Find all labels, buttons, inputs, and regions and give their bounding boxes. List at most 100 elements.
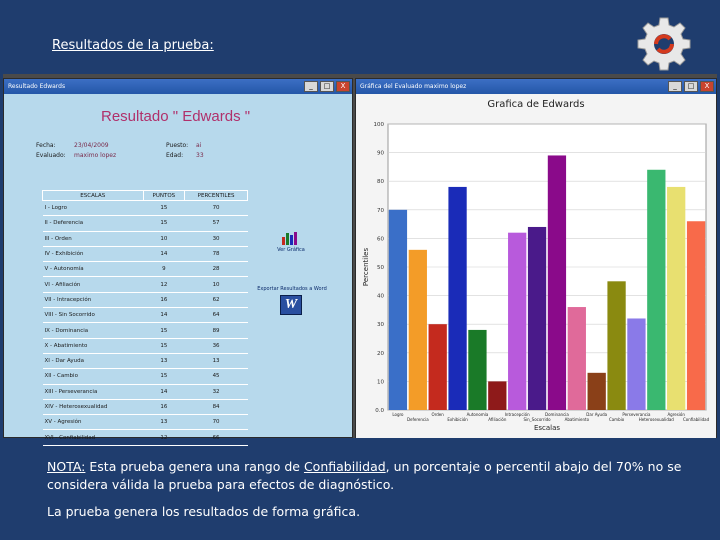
row-percentil: 70 (184, 414, 248, 431)
y-tick-label: 10 (377, 379, 384, 385)
exportar-word-link[interactable]: Exportar Resultados a Word (257, 286, 327, 292)
bar-perseverancia (627, 318, 646, 410)
fecha-value: 23/04/2009 (74, 142, 109, 149)
results-window-title: Resultado Edwards (8, 83, 66, 90)
bar-abatimiento (567, 307, 586, 410)
note-keyword: Confiabilidad (303, 459, 386, 474)
row-puntos: 15 (143, 200, 185, 217)
table-row: IV - Exhibición 14 78 (42, 246, 248, 263)
maximize-button[interactable]: □ (684, 81, 698, 92)
bar-dominancia (547, 155, 567, 410)
table-row: X - Abatimiento 15 36 (42, 338, 248, 354)
x-tick-label: Cambio (609, 417, 625, 422)
close-button[interactable]: X (336, 81, 350, 92)
y-tick-label: 20 (377, 351, 384, 357)
row-puntos: 15 (143, 338, 185, 354)
y-tick-label: 80 (377, 179, 384, 185)
bar-intracepci-n (508, 232, 527, 410)
row-puntos: 14 (143, 384, 185, 400)
row-puntos: 13 (143, 414, 185, 431)
row-puntos: 12 (143, 429, 185, 446)
row-puntos: 16 (143, 399, 185, 416)
row-percentil: 30 (184, 231, 248, 247)
chart-window-titlebar[interactable]: Gráfica del Evaluado maximo lopez _ □ X (356, 79, 716, 94)
x-tick-label: Orden (432, 412, 445, 417)
row-escala: V - Autonomía (42, 261, 144, 278)
minimize-button[interactable]: _ (304, 81, 318, 92)
word-icon[interactable]: W (280, 295, 302, 315)
row-escala: IV - Exhibición (42, 246, 144, 263)
table-row: IX - Dominancia 15 89 (42, 322, 248, 339)
edwards-bar-chart: 0.0 10 20 30 40 50 60 70 80 90 100 LogroDeferenciaO… (362, 122, 710, 432)
minimize-button[interactable]: _ (668, 81, 682, 92)
y-axis-label: Percentiles (362, 248, 370, 287)
bar-heterosexualidad (647, 169, 666, 410)
row-escala: IX - Dominancia (42, 322, 144, 339)
row-escala: XV - Agresión (42, 414, 144, 431)
bar-afiliaci-n (488, 381, 507, 410)
x-tick-label: Perseverancia (622, 412, 651, 417)
maximize-button[interactable]: □ (320, 81, 334, 92)
evaluado-value: maximo lopez (74, 152, 117, 159)
bar-agresi-n (667, 186, 686, 410)
y-tick-label: 90 (377, 151, 384, 157)
row-puntos: 10 (143, 231, 185, 247)
row-percentil: 13 (184, 353, 248, 370)
row-percentil: 64 (184, 307, 248, 324)
row-puntos: 13 (143, 353, 185, 370)
results-window: Resultado Edwards _ □ X Resultado " Edwa… (3, 78, 353, 446)
x-axis-label: Escalas (534, 424, 560, 432)
chart-icon[interactable] (281, 231, 301, 245)
y-tick-label: 100 (374, 122, 385, 128)
results-window-titlebar[interactable]: Resultado Edwards _ □ X (4, 79, 352, 94)
screenshot-area: Resultado Edwards _ □ X Resultado " Edwa… (3, 74, 717, 446)
row-percentil: 84 (184, 399, 248, 416)
bar-exhibici-n (448, 186, 467, 410)
row-escala: VI - Afiliación (42, 276, 144, 293)
y-tick-label: 60 (377, 236, 384, 242)
close-button[interactable]: X (700, 81, 714, 92)
table-row: XII - Cambio 15 45 (42, 368, 248, 385)
puesto-label: Puesto: (166, 142, 189, 149)
row-escala: XI - Dar Ayuda (42, 353, 144, 370)
table-row: II - Deferencia 15 57 (42, 215, 248, 232)
edad-value: 33 (196, 152, 204, 159)
row-puntos: 15 (143, 322, 185, 339)
y-tick-label: 40 (377, 294, 384, 300)
row-puntos: 15 (143, 368, 185, 385)
x-tick-label: Sin_Socorrido (523, 417, 551, 422)
row-percentil: 32 (184, 384, 248, 400)
table-row: VI - Afiliación 12 10 (42, 276, 248, 293)
chart-window: Gráfica del Evaluado maximo lopez _ □ X … (355, 78, 717, 438)
footer-text: La prueba genera los resultados de forma… (47, 504, 361, 519)
row-escala: VII - Intracepción (42, 292, 144, 309)
bar-orden (428, 324, 447, 410)
table-row: VII - Intracepción 16 62 (42, 292, 248, 309)
table-row: XV - Agresión 13 70 (42, 414, 248, 431)
row-puntos: 9 (143, 261, 185, 278)
row-puntos: 16 (143, 292, 185, 309)
col-header-puntos: PUNTOS (142, 190, 186, 201)
note-text-2: , un porcentaje o percentil abajo del 70… (47, 459, 682, 492)
row-percentil: 28 (184, 261, 248, 278)
x-tick-label: Logro (392, 412, 404, 417)
result-heading: Resultado " Edwards " (101, 108, 251, 125)
y-tick-label: 0.0 (375, 408, 384, 414)
x-tick-label: Deferencia (407, 417, 429, 422)
row-percentil: 10 (184, 276, 248, 293)
x-tick-label: Abatimiento (565, 417, 590, 422)
row-percentil: 36 (184, 338, 248, 354)
row-escala: II - Deferencia (42, 215, 144, 232)
row-percentil: 78 (184, 246, 248, 263)
x-tick-label: Heterosexualidad (639, 417, 675, 422)
x-tick-label: Confiabilidad (683, 417, 710, 422)
row-escala: XII - Cambio (42, 368, 144, 385)
row-puntos: 15 (143, 215, 185, 232)
row-puntos: 12 (143, 276, 185, 293)
col-header-percentiles: PERCENTILES (184, 190, 248, 201)
table-row: V - Autonomía 9 28 (42, 261, 248, 278)
fecha-label: Fecha: (36, 142, 56, 149)
row-percentil: 62 (184, 292, 248, 309)
note-label: NOTA: (47, 459, 86, 474)
ver-grafica-link[interactable]: Ver Gráfica (277, 247, 305, 253)
